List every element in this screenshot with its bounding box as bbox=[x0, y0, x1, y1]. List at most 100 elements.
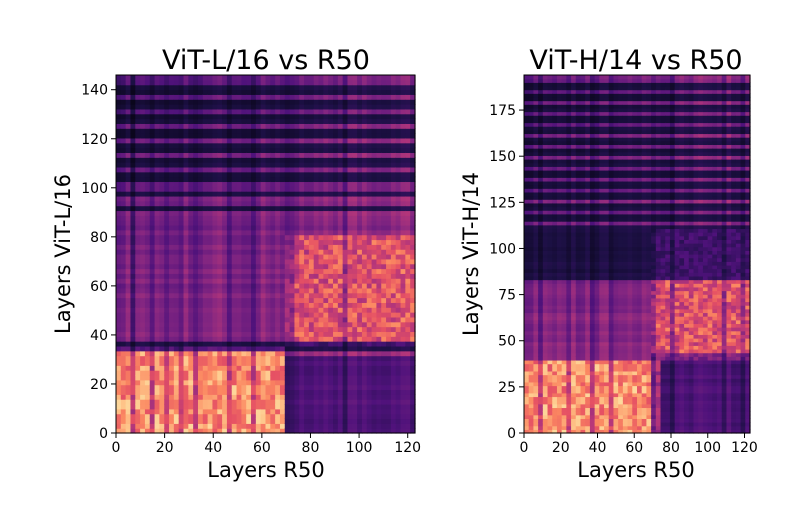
heatmap-cell bbox=[270, 331, 276, 337]
heatmap-cell bbox=[226, 123, 233, 129]
heatmap-cell bbox=[410, 118, 416, 124]
heatmap-cell bbox=[173, 418, 180, 424]
heatmap-cell bbox=[135, 302, 141, 308]
heatmap-cell bbox=[178, 162, 185, 168]
heatmap-cell bbox=[159, 350, 165, 357]
heatmap-cell bbox=[294, 302, 300, 308]
heatmap-cell bbox=[524, 129, 530, 135]
heatmap-cell bbox=[313, 399, 320, 405]
heatmap-cell bbox=[149, 341, 156, 347]
heatmap-cell bbox=[140, 128, 146, 134]
heatmap-cell bbox=[313, 195, 320, 202]
heatmap-cell bbox=[270, 384, 276, 391]
heatmap-cell bbox=[149, 79, 156, 86]
heatmap-cell bbox=[328, 326, 334, 333]
heatmap-cell bbox=[265, 283, 271, 289]
heatmap-cell bbox=[217, 239, 223, 245]
heatmap-cell bbox=[125, 258, 132, 265]
heatmap-cell bbox=[323, 166, 329, 173]
heatmap-cell bbox=[255, 171, 262, 178]
heatmap-cell bbox=[342, 108, 349, 115]
heatmap-cell bbox=[144, 157, 151, 163]
heatmap-cell bbox=[304, 268, 310, 274]
heatmap-cell bbox=[116, 166, 122, 173]
heatmap-cell bbox=[395, 84, 402, 91]
heatmap-cell bbox=[333, 389, 339, 395]
heatmap-cell bbox=[376, 423, 382, 429]
heatmap-cell bbox=[188, 108, 194, 115]
heatmap-cell bbox=[304, 118, 310, 124]
heatmap-cell bbox=[371, 418, 378, 424]
heatmap-cell bbox=[207, 94, 214, 100]
heatmap-cell bbox=[197, 408, 204, 415]
heatmap-cell bbox=[337, 210, 344, 216]
heatmap-cell bbox=[352, 403, 358, 410]
heatmap-cell bbox=[275, 428, 281, 434]
heatmap-cell bbox=[371, 137, 378, 144]
heatmap-cell bbox=[371, 123, 378, 129]
heatmap-cell bbox=[386, 408, 392, 415]
heatmap-cell bbox=[386, 239, 392, 245]
heatmap-cell bbox=[120, 418, 127, 424]
heatmap-cell bbox=[533, 155, 539, 160]
heatmap-cell bbox=[154, 283, 160, 289]
heatmap-cell bbox=[154, 370, 160, 376]
heatmap-cell bbox=[241, 341, 247, 347]
heatmap-cell bbox=[386, 258, 392, 265]
heatmap-cell bbox=[304, 331, 310, 337]
heatmap-cell bbox=[255, 307, 262, 313]
heatmap-cell bbox=[294, 166, 300, 173]
heatmap-cell bbox=[217, 326, 223, 333]
heatmap-cell bbox=[405, 326, 411, 333]
heatmap-cell bbox=[183, 79, 189, 86]
heatmap-cell bbox=[149, 307, 156, 313]
heatmap-cell bbox=[236, 374, 242, 381]
heatmap-cell bbox=[304, 220, 310, 226]
heatmap-cell bbox=[328, 89, 334, 95]
heatmap-cell bbox=[140, 147, 146, 154]
heatmap-cell bbox=[299, 137, 305, 144]
heatmap-cell bbox=[265, 268, 271, 274]
heatmap-cell bbox=[130, 365, 136, 371]
heatmap-cell bbox=[347, 413, 353, 420]
heatmap-cell bbox=[231, 321, 238, 328]
heatmap-cell bbox=[284, 147, 291, 154]
heatmap-cell bbox=[410, 195, 416, 202]
heatmap-cell bbox=[381, 137, 387, 144]
heatmap-cell bbox=[212, 84, 218, 91]
heatmap-cell bbox=[347, 205, 353, 212]
heatmap-cell bbox=[222, 118, 228, 124]
heatmap-cell bbox=[251, 360, 257, 366]
heatmap-cell bbox=[371, 195, 378, 202]
heatmap-cell bbox=[255, 79, 262, 86]
heatmap-cell bbox=[328, 297, 334, 303]
heatmap-cell bbox=[241, 186, 247, 192]
heatmap-cell bbox=[371, 283, 378, 289]
heatmap-cell bbox=[304, 205, 310, 212]
heatmap-cell bbox=[130, 283, 136, 289]
heatmap-cell bbox=[116, 297, 122, 303]
heatmap-cell bbox=[130, 403, 136, 410]
heatmap-cell bbox=[178, 205, 185, 212]
heatmap-cell bbox=[400, 162, 406, 168]
heatmap-cell bbox=[217, 297, 223, 303]
heatmap-cell bbox=[318, 345, 324, 352]
heatmap-cell bbox=[260, 147, 267, 154]
heatmap-cell bbox=[313, 123, 320, 129]
heatmap-cell bbox=[159, 166, 165, 173]
heatmap-cell bbox=[347, 341, 353, 347]
heatmap-cell bbox=[130, 355, 136, 362]
heatmap-cell bbox=[226, 191, 233, 197]
heatmap-cell bbox=[222, 254, 228, 260]
heatmap-cell bbox=[197, 302, 204, 308]
heatmap-cell bbox=[270, 191, 276, 197]
heatmap-cell bbox=[241, 418, 247, 424]
heatmap-cell bbox=[371, 128, 378, 134]
heatmap-cell bbox=[125, 104, 132, 110]
heatmap-cell bbox=[524, 115, 530, 120]
heatmap-cell bbox=[246, 239, 252, 245]
heatmap-cell bbox=[538, 418, 544, 423]
heatmap-cell bbox=[144, 234, 151, 241]
heatmap-cell bbox=[337, 89, 344, 95]
heatmap-cell bbox=[149, 403, 156, 410]
